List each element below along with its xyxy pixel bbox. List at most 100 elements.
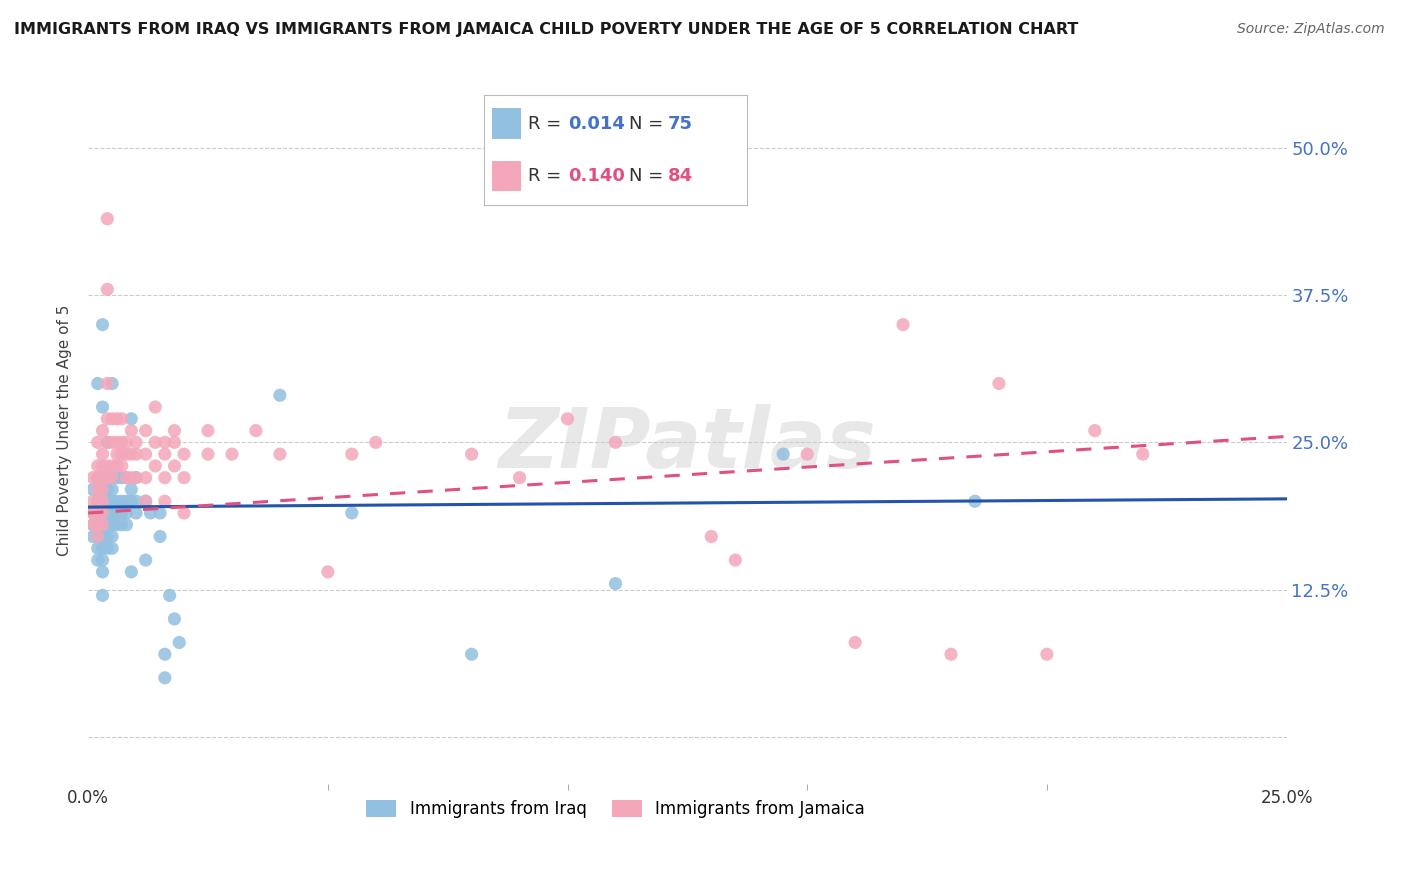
- Point: [87, 471, 110, 485]
- Point: [91, 494, 114, 508]
- Point: [82, 494, 104, 508]
- Point: [96, 471, 118, 485]
- Point: [82, 471, 104, 485]
- Point: [167, 635, 190, 649]
- Point: [91, 471, 114, 485]
- Text: Source: ZipAtlas.com: Source: ZipAtlas.com: [1237, 22, 1385, 37]
- Point: [135, 494, 157, 508]
- Point: [101, 517, 124, 532]
- Point: [509, 471, 531, 485]
- Point: [91, 541, 114, 556]
- Point: [82, 517, 104, 532]
- Point: [173, 471, 195, 485]
- Point: [197, 447, 219, 461]
- Point: [153, 647, 176, 661]
- Point: [91, 483, 114, 497]
- Point: [111, 435, 134, 450]
- Point: [115, 506, 138, 520]
- Point: [115, 517, 138, 532]
- Legend: Immigrants from Iraq, Immigrants from Jamaica: Immigrants from Iraq, Immigrants from Ja…: [360, 793, 872, 825]
- Point: [87, 471, 110, 485]
- Point: [125, 494, 148, 508]
- Point: [101, 494, 124, 508]
- Point: [772, 447, 794, 461]
- Point: [105, 458, 128, 473]
- Point: [1036, 647, 1059, 661]
- Point: [101, 471, 124, 485]
- Point: [96, 517, 118, 532]
- Point: [101, 529, 124, 543]
- Point: [91, 447, 114, 461]
- Point: [269, 447, 291, 461]
- Point: [101, 541, 124, 556]
- Y-axis label: Child Poverty Under the Age of 5: Child Poverty Under the Age of 5: [58, 305, 72, 557]
- Point: [87, 529, 110, 543]
- Point: [557, 412, 579, 426]
- Point: [844, 635, 866, 649]
- Point: [105, 471, 128, 485]
- Point: [120, 471, 142, 485]
- Point: [153, 671, 176, 685]
- Point: [87, 494, 110, 508]
- Point: [87, 517, 110, 532]
- Point: [105, 506, 128, 520]
- Point: [105, 447, 128, 461]
- Point: [111, 471, 134, 485]
- Point: [82, 506, 104, 520]
- Point: [96, 435, 118, 450]
- Point: [163, 424, 186, 438]
- Point: [135, 471, 157, 485]
- Point: [91, 588, 114, 602]
- Point: [700, 529, 723, 543]
- Point: [135, 447, 157, 461]
- Point: [96, 483, 118, 497]
- Point: [245, 424, 267, 438]
- Point: [96, 529, 118, 543]
- Point: [96, 471, 118, 485]
- Point: [149, 529, 172, 543]
- Point: [724, 553, 747, 567]
- Point: [120, 424, 142, 438]
- Point: [101, 483, 124, 497]
- Point: [87, 506, 110, 520]
- Point: [135, 424, 157, 438]
- Point: [173, 447, 195, 461]
- Point: [96, 376, 118, 391]
- Point: [105, 412, 128, 426]
- Point: [197, 424, 219, 438]
- Point: [173, 506, 195, 520]
- Point: [139, 506, 162, 520]
- Point: [87, 376, 110, 391]
- Point: [115, 471, 138, 485]
- Point: [91, 458, 114, 473]
- Point: [101, 435, 124, 450]
- Point: [87, 529, 110, 543]
- Point: [221, 447, 243, 461]
- Point: [163, 612, 186, 626]
- Point: [1132, 447, 1154, 461]
- Point: [91, 565, 114, 579]
- Point: [605, 435, 627, 450]
- Point: [91, 494, 114, 508]
- Point: [796, 447, 818, 461]
- Point: [111, 506, 134, 520]
- Point: [153, 447, 176, 461]
- Text: ZIPatlas: ZIPatlas: [499, 404, 876, 485]
- Point: [153, 435, 176, 450]
- Text: IMMIGRANTS FROM IRAQ VS IMMIGRANTS FROM JAMAICA CHILD POVERTY UNDER THE AGE OF 5: IMMIGRANTS FROM IRAQ VS IMMIGRANTS FROM …: [14, 22, 1078, 37]
- Point: [143, 458, 166, 473]
- Point: [105, 494, 128, 508]
- Point: [91, 400, 114, 414]
- Point: [120, 565, 142, 579]
- Point: [91, 506, 114, 520]
- Point: [82, 529, 104, 543]
- Point: [269, 388, 291, 402]
- Point: [87, 541, 110, 556]
- Point: [460, 447, 482, 461]
- Point: [605, 576, 627, 591]
- Point: [96, 541, 118, 556]
- Point: [115, 494, 138, 508]
- Point: [1084, 424, 1107, 438]
- Point: [316, 565, 339, 579]
- Point: [143, 435, 166, 450]
